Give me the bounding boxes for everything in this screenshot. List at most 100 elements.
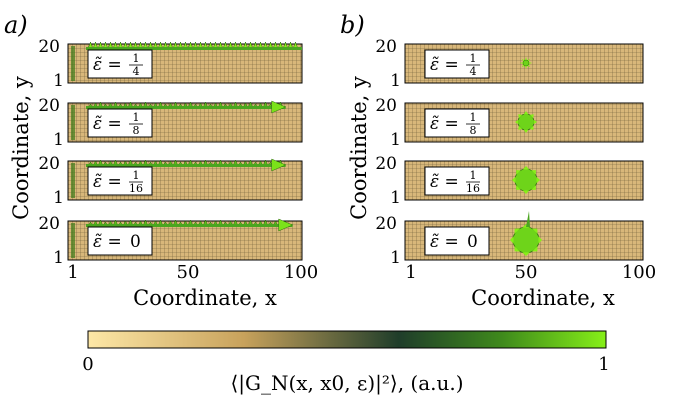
panel_a-edge-band-3 xyxy=(86,224,293,227)
panel_b-spot-spike-2-3 xyxy=(516,185,521,190)
panel_a-label-box-3 xyxy=(87,226,153,256)
panel-a-label: a) xyxy=(4,11,28,39)
panel_b-spot-spike-1-0 xyxy=(533,119,537,125)
panel_b-label-text-0: ε̃ = xyxy=(430,55,459,75)
panel_a-edge-tip-2 xyxy=(271,158,287,172)
panel_a-left-edge-3 xyxy=(71,223,75,258)
panel_b-label-den-2: 16 xyxy=(466,182,480,195)
panel_b-spot-spike-2-0 xyxy=(536,176,540,184)
panel_a-label-text-0: ε̃ = xyxy=(93,55,122,75)
panel_a-edge-band-2 xyxy=(86,164,286,167)
panel_a-ytick-20-2: 20 xyxy=(38,154,60,174)
panel_b-spot-spike-2-7 xyxy=(531,170,536,175)
panel_b-spot-spike-3-2 xyxy=(522,252,530,256)
panel_a-left-edge-1 xyxy=(71,105,75,140)
panel_a-left-edge-0 xyxy=(71,46,75,81)
panel-a-xtick-1: 1 xyxy=(67,262,78,283)
panel_b-spot-tail xyxy=(526,211,530,227)
panel_b-label-box-3 xyxy=(424,226,490,256)
panel_a-label-den-1: 8 xyxy=(133,124,140,137)
panel_a-label-box-2 xyxy=(87,166,153,196)
colorbar-min-label: 0 xyxy=(82,354,93,375)
panel_b-spot-spike-0-1 xyxy=(527,64,531,68)
panel_b-spot-spike-1-2 xyxy=(523,129,529,133)
panel_b-ytick-1-1: 1 xyxy=(390,130,401,150)
panel_b-spot-spike-0-2 xyxy=(525,65,527,69)
panel_b-label-den-1: 8 xyxy=(470,124,477,137)
panel_b-spot-spike-1-1 xyxy=(529,125,534,130)
panel_b-spot-spike-2-2 xyxy=(522,190,530,194)
panel-b-ylabel: Coordinate, y xyxy=(347,76,371,220)
panel_b-spot-spike-0-7 xyxy=(527,58,531,62)
panel_b-spot-spike-1-6 xyxy=(523,111,529,115)
panel-b-xtick-50: 50 xyxy=(515,262,538,283)
panel_a-edge-tip-1 xyxy=(271,100,287,114)
panel_a-edge-band-1 xyxy=(86,106,286,109)
panel_b-label-text-3: ε̃ = xyxy=(430,232,459,252)
panel_a-edge-band-0 xyxy=(86,47,302,50)
panel_b-ytick-20-1: 20 xyxy=(375,96,397,116)
panel_b-label-text-1: ε̃ = xyxy=(430,114,459,134)
panel_a-ytick-20-0: 20 xyxy=(38,37,60,57)
panel_b-label-box-1 xyxy=(424,108,490,138)
panel_a-edge-tip-3 xyxy=(278,218,294,232)
panel_a-ytick-20-1: 20 xyxy=(38,96,60,116)
panel_b-label-num-1: 1 xyxy=(470,111,477,124)
panel_b-label-box-2 xyxy=(424,166,490,196)
panel_b-label-num-0: 1 xyxy=(470,52,477,65)
colorbar-label: ⟨|G_N(x, x0, ε)|²⟩, (a.u.) xyxy=(230,371,463,396)
panel_b-spot-spike-1-5 xyxy=(518,114,523,119)
panel-a-ylabel: Coordinate, y xyxy=(9,76,33,220)
panel_b-spot-spike-0-5 xyxy=(521,58,525,62)
panel_b-spot-spike-1-3 xyxy=(518,125,523,130)
panel_b-spot-spike-2-1 xyxy=(531,185,536,190)
panel_b-spot-spike-1-4 xyxy=(515,119,519,125)
panel_b-spot-spike-3-5 xyxy=(514,228,520,234)
panel_b-spot-spike-2-6 xyxy=(522,166,530,170)
panel_a-left-edge-2 xyxy=(71,163,75,198)
panel_a-label-num-2: 1 xyxy=(133,169,140,182)
panel-a-xlabel: Coordinate, x xyxy=(133,286,277,310)
panel-a-xtick-100: 100 xyxy=(284,262,318,283)
panel_a-ytick-1-2: 1 xyxy=(53,188,64,208)
panel_b-spot-spike-1-7 xyxy=(529,114,534,119)
panel_b-spot-spike-2-4 xyxy=(512,176,516,184)
colorbar-max-label: 1 xyxy=(598,354,609,375)
panel-b-xlabel: Coordinate, x xyxy=(471,286,615,310)
panel-b-xtick-1: 1 xyxy=(405,262,416,283)
panel_a-label-text-2: ε̃ = xyxy=(93,172,122,192)
panel_a-label-num-0: 1 xyxy=(133,52,140,65)
panel_a-label-num-1: 1 xyxy=(133,111,140,124)
panel_b-spot-spike-2-5 xyxy=(516,170,521,175)
panel_b-spot-spike-0-3 xyxy=(521,64,525,68)
panel-b-label: b) xyxy=(340,11,365,39)
panel_b-spot-spike-3-1 xyxy=(532,246,538,252)
panel_b-ytick-20-3: 20 xyxy=(375,214,397,234)
panel_b-label-den-0: 4 xyxy=(470,65,477,78)
panel_b-spot-spike-3-7 xyxy=(532,228,538,234)
panel_b-spot-spike-3-0 xyxy=(538,236,542,244)
panel_a-ytick-1-3: 1 xyxy=(53,248,64,268)
panel_a-label-text-1: ε̃ = xyxy=(93,114,122,134)
panel_b-label-value-3: 0 xyxy=(467,232,478,252)
panel_a-ytick-1-1: 1 xyxy=(53,130,64,150)
panel_b-ytick-1-2: 1 xyxy=(390,188,401,208)
panel_b-spot-spike-0-4 xyxy=(520,62,524,64)
panel_a-ytick-20-3: 20 xyxy=(38,214,60,234)
panel_b-label-num-2: 1 xyxy=(470,169,477,182)
panel_a-ytick-1-0: 1 xyxy=(53,71,64,91)
panel-b-xtick-100: 100 xyxy=(622,262,656,283)
panel_b-spot-spike-0-0 xyxy=(528,62,532,64)
panel_a-label-box-1 xyxy=(87,108,153,138)
panel_b-label-box-0 xyxy=(424,49,490,79)
panel_b-ytick-1-3: 1 xyxy=(390,248,401,268)
panel_a-label-den-0: 4 xyxy=(133,65,140,78)
colorbar xyxy=(87,330,607,349)
panel_b-label-text-2: ε̃ = xyxy=(430,172,459,192)
panel_b-spot-spike-3-3 xyxy=(514,246,520,252)
panel_b-spot-spike-3-4 xyxy=(510,236,514,244)
panel_b-ytick-20-0: 20 xyxy=(375,37,397,57)
panel_b-ytick-20-2: 20 xyxy=(375,154,397,174)
